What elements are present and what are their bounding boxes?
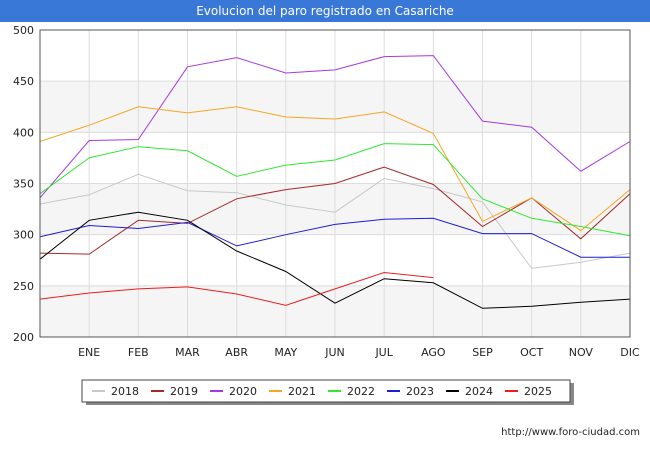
legend-label-2018: 2018 [111, 385, 139, 398]
legend-label-2025: 2025 [524, 385, 552, 398]
series-line-2018 [39, 173, 631, 269]
legend-box [81, 379, 571, 403]
series-line-2021 [39, 106, 631, 232]
series-line-2023 [39, 217, 630, 258]
plot-frame [39, 29, 631, 338]
x-tick-label: FEB [128, 346, 149, 359]
series-line-2020 [39, 55, 631, 199]
legend-label-2020: 2020 [229, 385, 257, 398]
x-tick-label: MAY [274, 346, 297, 359]
x-tick-label: ABR [225, 346, 248, 359]
y-tick-label: 400 [13, 126, 34, 139]
legend-label-2024: 2024 [465, 385, 493, 398]
legend-label-2021: 2021 [288, 385, 316, 398]
x-tick-label: ENE [78, 346, 100, 359]
x-tick-label: OCT [520, 346, 543, 359]
legend: 2018 2019 2020 2021 2022 2023 2024 2025 [81, 379, 574, 405]
x-axis-tick-labels: ENE FEB MAR ABR MAY JUN JUL AGO SEP OCT NOV DIC [78, 346, 640, 359]
y-tick-label: 200 [13, 331, 34, 344]
series-line-2025 [39, 271, 434, 306]
y-tick-label: 250 [13, 280, 34, 293]
legend-label-2023: 2023 [406, 385, 434, 398]
legend-items: 2018 2019 2020 2021 2022 2023 2024 2025 [92, 385, 552, 398]
x-tick-label: NOV [569, 346, 594, 359]
series-lines [39, 55, 631, 309]
y-tick-label: 350 [13, 178, 34, 191]
x-tick-label: SEP [472, 346, 493, 359]
x-tick-label: JUN [324, 346, 345, 359]
y-tick-label: 300 [13, 229, 34, 242]
y-tick-label: 500 [13, 24, 34, 37]
x-tick-label: JUL [374, 346, 393, 359]
legend-label-2019: 2019 [170, 385, 198, 398]
y-tick-label: 450 [13, 75, 34, 88]
series-line-2022 [39, 143, 631, 237]
legend-label-2022: 2022 [347, 385, 375, 398]
x-tick-label: AGO [421, 346, 446, 359]
x-tick-label: MAR [175, 346, 200, 359]
chart-title: Evolucion del paro registrado en Casaric… [0, 0, 650, 22]
x-tick-label: DIC [620, 346, 640, 359]
series-line-2024 [39, 211, 631, 309]
source-url[interactable]: http://www.foro-ciudad.com [501, 427, 640, 438]
y-axis-tick-labels: 200 250 300 350 400 450 500 [13, 24, 34, 344]
